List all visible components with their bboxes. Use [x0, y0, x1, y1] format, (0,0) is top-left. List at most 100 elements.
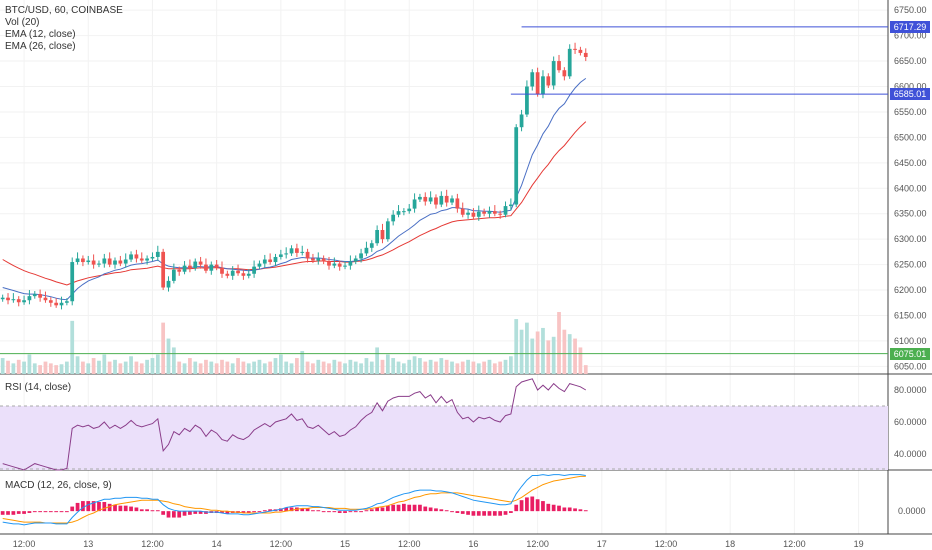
- candle-body: [6, 297, 10, 301]
- candle-body: [198, 261, 203, 265]
- macd-legend: MACD (12, 26, close, 9): [5, 480, 112, 491]
- candle-body: [428, 197, 433, 202]
- volume-bar: [236, 358, 240, 374]
- candle-body: [0, 297, 5, 300]
- price-tick-label: 6050.00: [894, 361, 927, 371]
- volume-bar: [70, 320, 75, 374]
- macd-histogram-bar: [16, 511, 21, 514]
- volume-bar: [113, 359, 117, 374]
- candle-body: [482, 211, 486, 214]
- volume-bar: [508, 356, 513, 374]
- macd-histogram-bar: [54, 511, 59, 513]
- macd-histogram-bar: [107, 503, 112, 512]
- volume-bar: [6, 360, 10, 374]
- macd-histogram-bar: [150, 510, 155, 512]
- macd-histogram-bar: [97, 502, 101, 512]
- candle-body: [86, 260, 91, 263]
- macd-histogram-bar: [525, 497, 529, 512]
- volume-bar: [75, 356, 80, 374]
- candle-body: [193, 261, 198, 269]
- candle-body: [220, 267, 224, 274]
- volume-bar: [337, 361, 342, 374]
- candle-body: [43, 297, 48, 301]
- candle-body: [38, 294, 42, 298]
- volume-bar: [166, 338, 171, 374]
- volume-bar: [54, 365, 59, 374]
- candle-body: [241, 273, 246, 276]
- macd-histogram-bar: [546, 503, 551, 512]
- macd-histogram-bar: [332, 511, 337, 513]
- macd-histogram-bar: [535, 499, 540, 512]
- candle-body: [236, 270, 240, 274]
- macd-histogram-bar: [113, 504, 117, 512]
- candle-body: [385, 221, 390, 240]
- price-tick-label: 6650.00: [894, 56, 927, 66]
- volume-bar: [428, 359, 433, 374]
- candle-body: [273, 256, 278, 263]
- candle-body: [557, 61, 561, 71]
- macd-histogram-bar: [86, 501, 91, 512]
- legend-ema12: EMA (12, close): [5, 29, 76, 40]
- time-tick-label: 12:00: [783, 539, 806, 549]
- volume-bar: [455, 363, 460, 374]
- macd-histogram-bar: [380, 507, 385, 512]
- volume-bar: [134, 361, 139, 374]
- candle-body: [583, 52, 588, 57]
- price-tick-label: 6750.00: [894, 5, 927, 15]
- time-tick-label: 12:00: [13, 539, 36, 549]
- macd-histogram-bar: [193, 511, 198, 514]
- candle-body: [471, 212, 476, 217]
- candle-body: [11, 299, 16, 301]
- volume-bar: [284, 361, 289, 374]
- volume-bar: [16, 359, 21, 374]
- macd-histogram-bar: [118, 505, 123, 512]
- macd-histogram-bar: [439, 509, 444, 512]
- macd-histogram-bar: [327, 511, 331, 513]
- volume-bar: [150, 358, 155, 374]
- candle-body: [91, 260, 96, 265]
- macd-histogram-bar: [268, 509, 273, 512]
- candle-body: [182, 265, 187, 272]
- candle-body: [145, 258, 149, 261]
- candle-body: [268, 259, 273, 263]
- candle-body: [155, 251, 160, 257]
- price-tick-label: 6200.00: [894, 285, 927, 295]
- candle-body: [353, 258, 358, 262]
- macd-histogram-bar: [284, 507, 289, 512]
- volume-bar: [396, 361, 401, 374]
- candle-body: [177, 269, 182, 272]
- time-tick-label: 12:00: [526, 539, 549, 549]
- macd-histogram-bar: [321, 511, 326, 513]
- macd-histogram-bar: [337, 511, 342, 513]
- volume-bar: [380, 359, 385, 374]
- candle-body: [102, 258, 107, 264]
- macd-histogram-bar: [64, 511, 69, 513]
- macd-histogram-bar: [123, 505, 128, 512]
- volume-bar: [171, 347, 176, 374]
- macd-histogram-bar: [562, 507, 567, 512]
- time-tick-label: 12:00: [655, 539, 678, 549]
- macd-line: [2, 474, 586, 526]
- macd-histogram-bar: [498, 511, 503, 516]
- candle-body: [113, 260, 117, 265]
- volume-bar: [541, 327, 545, 374]
- price-tick-label: 6500.00: [894, 132, 927, 142]
- candle-body: [225, 273, 230, 276]
- candle-body: [492, 211, 497, 214]
- macd-histogram-bar: [407, 504, 412, 512]
- volume-bar: [434, 361, 438, 374]
- candle-body: [64, 301, 69, 303]
- candle-body: [16, 299, 21, 303]
- volume-bar: [353, 361, 358, 374]
- volume-bar: [546, 340, 551, 374]
- macd-histogram-bar: [402, 503, 406, 512]
- candle-body: [375, 229, 380, 244]
- rsi-legend: RSI (14, close): [5, 382, 72, 393]
- macd-histogram-bar: [348, 511, 353, 513]
- candle-body: [252, 266, 256, 274]
- candle-body: [503, 206, 508, 215]
- candle-body: [476, 211, 481, 217]
- price-tick-label: 6350.00: [894, 209, 927, 219]
- macd-histogram-bar: [375, 507, 380, 512]
